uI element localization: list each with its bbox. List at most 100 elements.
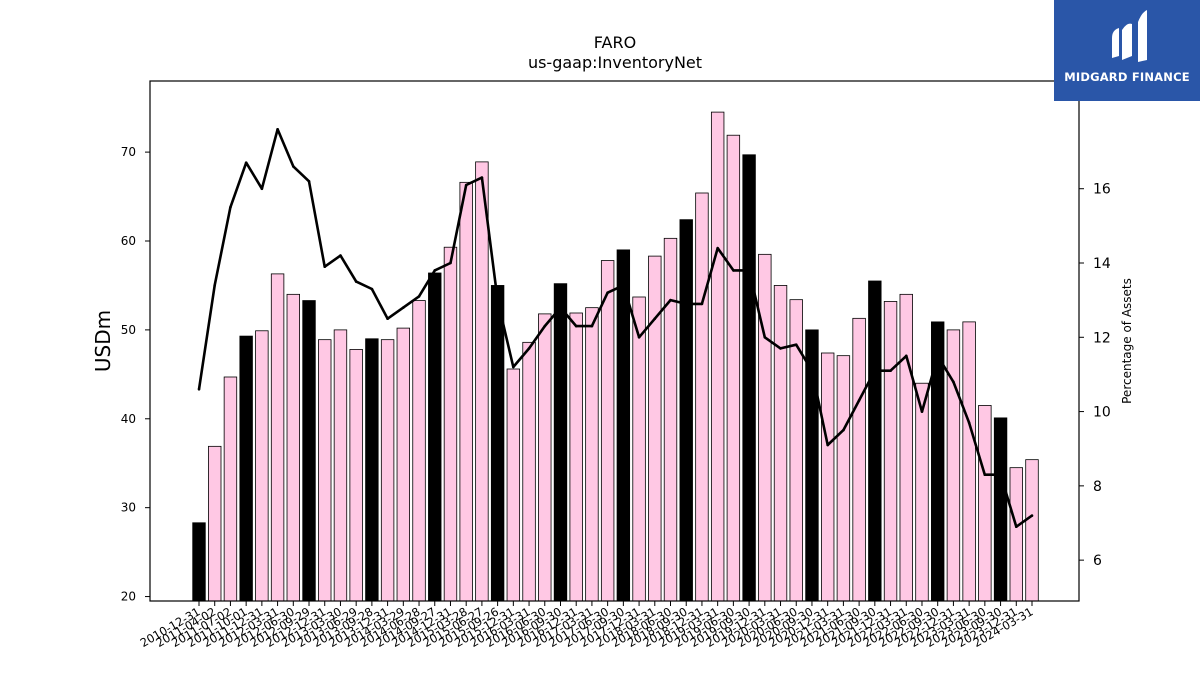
line-point xyxy=(512,365,515,369)
line-point xyxy=(952,380,955,384)
y-tick-label: 60 xyxy=(121,234,136,248)
line-point xyxy=(684,302,688,306)
bar xyxy=(365,338,379,602)
y-axis-left: 20 30 40 50 60 70 xyxy=(121,145,150,604)
bar xyxy=(459,181,473,602)
bar xyxy=(380,339,395,602)
line-point xyxy=(810,369,814,373)
line-point xyxy=(244,161,248,165)
bar xyxy=(255,330,269,602)
bar xyxy=(773,285,788,602)
line-point xyxy=(763,335,767,339)
chart-title: FARO xyxy=(594,33,636,52)
bar xyxy=(506,368,521,602)
bar xyxy=(553,283,568,602)
line-point xyxy=(606,291,609,295)
bar xyxy=(632,296,646,602)
y-tick-label: 50 xyxy=(121,323,136,337)
line-point xyxy=(857,399,861,402)
line-point xyxy=(229,205,232,209)
bar xyxy=(1025,459,1039,602)
series-line xyxy=(197,128,1033,529)
bar xyxy=(742,154,756,602)
chart-subtitle: us-gaap:InventoryNet xyxy=(528,53,702,72)
line-point xyxy=(1014,525,1018,529)
line-point xyxy=(354,280,358,283)
bar xyxy=(585,307,599,602)
line-point xyxy=(590,324,594,328)
line-point xyxy=(464,183,468,187)
y-tick-label: 30 xyxy=(121,501,136,515)
line-point xyxy=(197,387,201,391)
line-point xyxy=(920,410,924,413)
y2-tick-label: 10 xyxy=(1093,405,1111,421)
line-point xyxy=(543,324,547,328)
bar xyxy=(836,355,851,602)
bar xyxy=(270,273,285,602)
line-point xyxy=(323,265,327,269)
y2-tick-label: 12 xyxy=(1093,330,1111,346)
line-point xyxy=(433,269,437,272)
line-point xyxy=(480,176,484,179)
bar xyxy=(852,317,866,602)
bar xyxy=(883,301,898,602)
bar xyxy=(239,335,253,602)
bar xyxy=(868,280,882,602)
bar xyxy=(428,272,442,602)
bar xyxy=(679,219,693,602)
bar xyxy=(695,192,709,602)
bar xyxy=(569,312,583,602)
line-point xyxy=(653,317,657,321)
line-point xyxy=(449,261,452,265)
line-point xyxy=(292,165,295,168)
line-point xyxy=(213,283,217,287)
y2-tick-label: 16 xyxy=(1093,182,1111,198)
y-axis-label: USDm xyxy=(91,310,115,372)
line-point xyxy=(936,354,939,358)
line-point xyxy=(307,179,311,183)
line-point xyxy=(747,269,751,272)
line-point xyxy=(999,473,1002,477)
line-point xyxy=(967,421,971,425)
line-point xyxy=(402,306,405,309)
line-point xyxy=(622,283,625,287)
line-point xyxy=(417,295,421,298)
line-series xyxy=(197,127,1034,529)
bar xyxy=(899,293,913,602)
bar xyxy=(192,522,206,602)
line-point xyxy=(983,473,987,477)
y2-tick-label: 6 xyxy=(1093,553,1102,569)
y-tick-label: 20 xyxy=(121,590,136,604)
y-axis-right: 6 8 10 12 14 16 xyxy=(1079,182,1111,569)
line-point xyxy=(496,298,499,302)
line-point xyxy=(1030,514,1034,517)
y-tick-label: 70 xyxy=(121,145,136,159)
line-point xyxy=(559,306,562,309)
bar xyxy=(993,417,1008,602)
plot-frame xyxy=(149,80,1080,602)
bar xyxy=(710,111,725,602)
line-point xyxy=(386,317,389,321)
line-point xyxy=(637,335,641,339)
bar xyxy=(333,329,348,602)
line-point xyxy=(339,254,342,257)
bar xyxy=(396,327,411,602)
x-axis: 2010-12-312011-04-022011-07-022011-10-01… xyxy=(138,601,1036,650)
y-tick-label: 40 xyxy=(121,412,136,426)
brand-mark-icon xyxy=(1112,10,1147,62)
bar xyxy=(758,253,772,602)
line-point xyxy=(669,298,672,302)
bar xyxy=(726,134,741,602)
bar xyxy=(820,352,835,602)
bar xyxy=(538,313,552,602)
bar xyxy=(412,300,426,602)
line-point xyxy=(904,354,908,358)
y2-tick-label: 14 xyxy=(1093,256,1111,272)
line-point xyxy=(276,127,279,131)
line-point xyxy=(826,443,829,447)
bar xyxy=(302,300,316,602)
line-point xyxy=(889,369,892,373)
bar xyxy=(1009,467,1023,602)
bar xyxy=(946,329,961,602)
